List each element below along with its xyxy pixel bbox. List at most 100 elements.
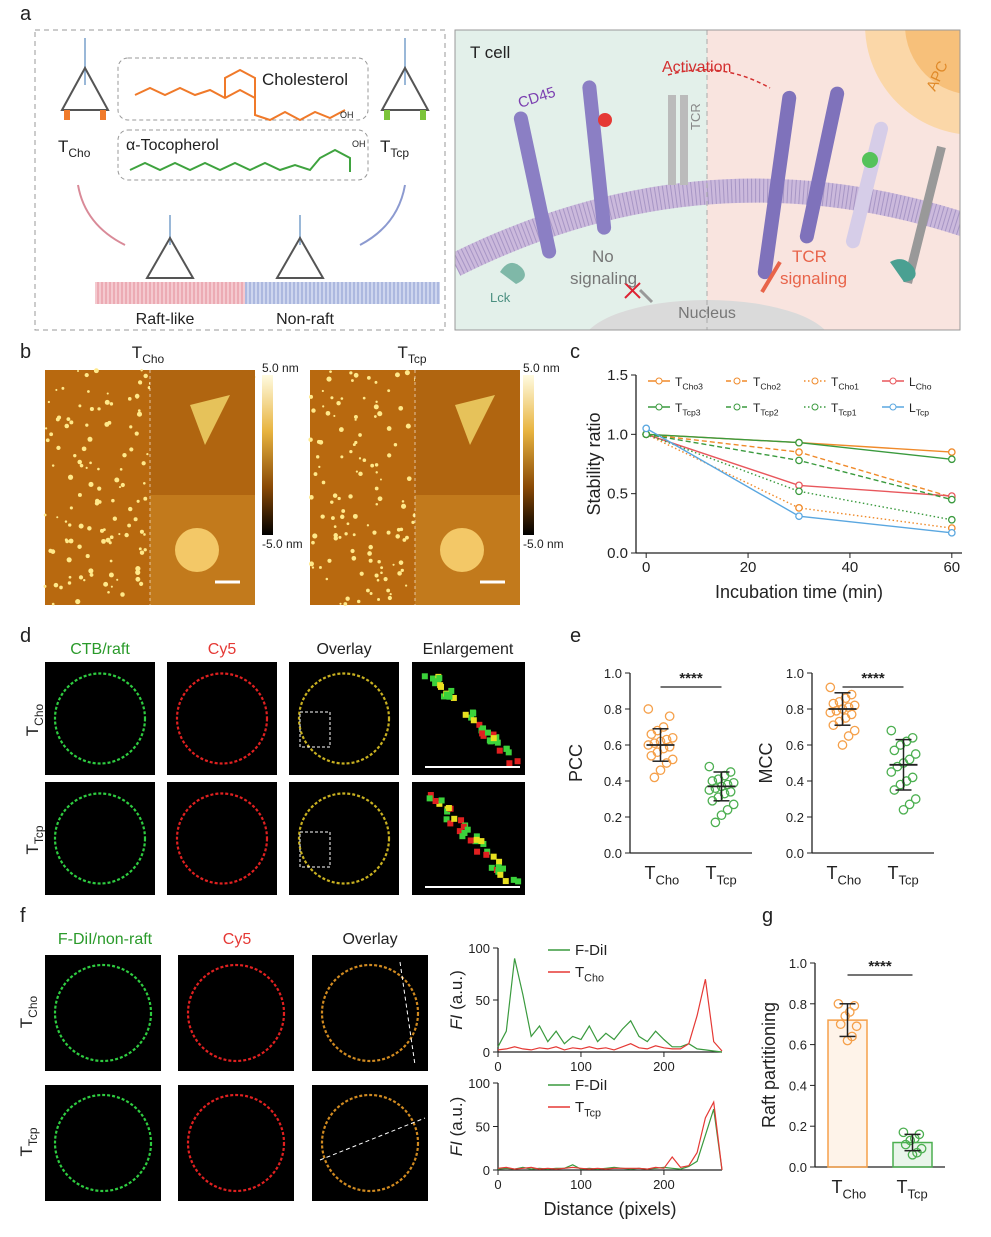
pixel [436,800,443,807]
afm-particle [109,535,114,540]
pixel [478,838,485,845]
anchor [100,110,106,120]
afm-particle [358,471,363,477]
profile-line [319,1117,426,1161]
profile-line [399,961,416,1066]
afm-particle [374,463,379,467]
text-sub: Cho3 [682,382,703,392]
data-point [849,1000,860,1011]
afm-particle [373,404,379,410]
data-point [837,740,848,750]
afm-particle [109,402,114,406]
afm-particle [312,533,318,539]
colorbar-label: -5.0 nm [262,537,303,551]
cd45-protein [799,86,845,244]
afm-particle [352,513,358,519]
y-tick-label: 0.8 [786,702,804,717]
pixel [448,687,455,694]
data-point [795,512,803,521]
afm-particle [340,514,345,519]
afm-particle [311,540,315,545]
afm-particle [107,420,112,425]
data-point [886,725,897,736]
cell-ring [53,792,147,885]
column-header: Enlargement [423,641,514,658]
cell-ring [175,792,269,885]
data-point [795,487,803,496]
afm-particle [362,396,366,400]
data-point [910,794,921,804]
text-sub: Cho [584,973,604,985]
afm-particle [97,486,102,491]
afm-particle [349,371,353,375]
series-line [497,958,723,1053]
afm-particle [357,599,361,604]
panel-label: f [20,905,26,927]
pixel [460,823,467,830]
afm-particle [78,575,84,580]
text-base: T [897,1177,908,1197]
arrow [760,260,782,294]
x-tick-label: TCho [645,863,680,887]
y-tick-label: 0.0 [604,846,622,861]
y-tick-label: 0.0 [786,846,804,861]
afm-particle [325,410,331,416]
data-point [898,1127,909,1138]
label: Non-raft [276,311,334,328]
label: T cell [470,43,510,62]
afm-particle [120,482,125,488]
afm-particle [67,474,74,480]
afm-particle [374,486,379,491]
label: Lck [490,290,511,305]
afm-particle [68,538,74,544]
afm-particle [374,380,378,384]
afm-particle [349,449,353,454]
data-point [849,725,860,736]
afm-particle [64,538,68,542]
afm-particle [146,452,149,456]
afm-particle [140,369,143,372]
text-sub: Cho [656,872,680,887]
legend-marker [889,403,897,411]
data-point [642,424,651,433]
data-point [646,750,657,761]
afm-particle [366,588,370,593]
micrograph [167,662,277,775]
legend-label: TTcp2 [753,401,779,418]
cell-ring [175,672,269,765]
data-point [649,772,660,783]
afm-particle [89,461,92,465]
origami-afm [440,528,484,572]
label: Raft-like [136,311,195,328]
legend-label: TTcp1 [831,401,857,418]
afm-particle [136,499,140,503]
afm-particle [406,476,412,481]
afm-particle [321,480,326,485]
pixel [451,815,458,822]
cell-ring [320,1093,420,1193]
anchor [420,110,426,120]
afm-particle [85,466,88,469]
label: No [592,247,614,266]
text-base: T [675,401,683,415]
x-tick-label: 100 [570,1059,592,1074]
group-label: OH [340,110,354,120]
data-point [898,804,909,815]
text-base: T [675,375,683,389]
afm-particle [375,502,379,506]
y-tick-label: 0.5 [607,486,628,503]
afm-particle [398,560,404,565]
pixel [438,797,445,804]
afm-particle [88,568,94,574]
y-tick-label: 100 [468,941,490,956]
afm-particle [344,532,348,536]
afm-particle [331,516,335,520]
origami-triangle [380,65,430,111]
afm-particle [135,576,141,582]
legend-label: F-DiI [575,1077,608,1094]
panel-label: c [570,341,580,363]
x-tick-label: TCho [832,1177,867,1201]
micrograph [289,782,399,895]
pixel [461,829,468,836]
